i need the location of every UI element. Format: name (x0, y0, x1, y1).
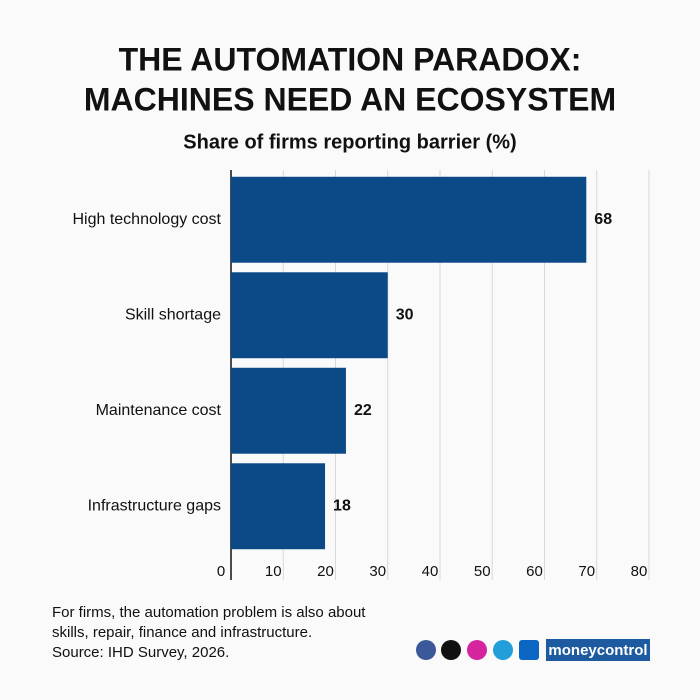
brand-box (546, 639, 650, 661)
plot: 0 10 20 30 40 50 60 70 80 High technology cost 68 S… (72, 170, 650, 580)
x-tick-label: 10 (265, 563, 282, 580)
x-tick-label: 20 (317, 563, 334, 580)
y-tick-label: Skill shortage (125, 306, 221, 323)
x-tick-label: 80 (631, 563, 648, 580)
x-tick-label: 30 (369, 563, 386, 580)
brand: moneycontrol (548, 642, 647, 659)
x-tick-label: 70 (578, 563, 595, 580)
value-label: 18 (333, 497, 351, 514)
value-label: 22 (354, 402, 372, 419)
footnote: Source: IHD Survey, 2026. (52, 644, 229, 661)
facebook-icon[interactable] (416, 640, 436, 660)
bar (231, 176, 587, 263)
x-icon[interactable] (441, 640, 461, 660)
telegram-icon[interactable] (493, 640, 513, 660)
x-tick-label: 50 (474, 563, 491, 580)
y-tick-label: High technology cost (72, 211, 221, 228)
x-tick-label: 60 (526, 563, 543, 580)
bar (231, 367, 346, 454)
x-tick-label: 0 (217, 563, 225, 580)
x-tick-label: 40 (422, 563, 439, 580)
y-tick-label: Infrastructure gaps (88, 497, 221, 514)
footnote: skills, repair, finance and infrastructu… (52, 624, 312, 641)
y-tick-label: Maintenance cost (96, 402, 222, 419)
bar (231, 463, 326, 550)
value-label: 30 (396, 306, 414, 323)
value-label: 68 (594, 211, 612, 228)
instagram-icon[interactable] (467, 640, 487, 660)
chart-title: MACHINES NEED AN ECOSYSTEM (84, 81, 616, 117)
linkedin-icon[interactable] (519, 640, 539, 660)
chart-subtitle: Share of firms reporting barrier (%) (183, 131, 516, 153)
social-icons (416, 640, 539, 660)
chart-title: THE AUTOMATION PARADOX: (119, 41, 582, 77)
bar (231, 272, 388, 359)
footnote: For firms, the automation problem is als… (52, 604, 366, 621)
